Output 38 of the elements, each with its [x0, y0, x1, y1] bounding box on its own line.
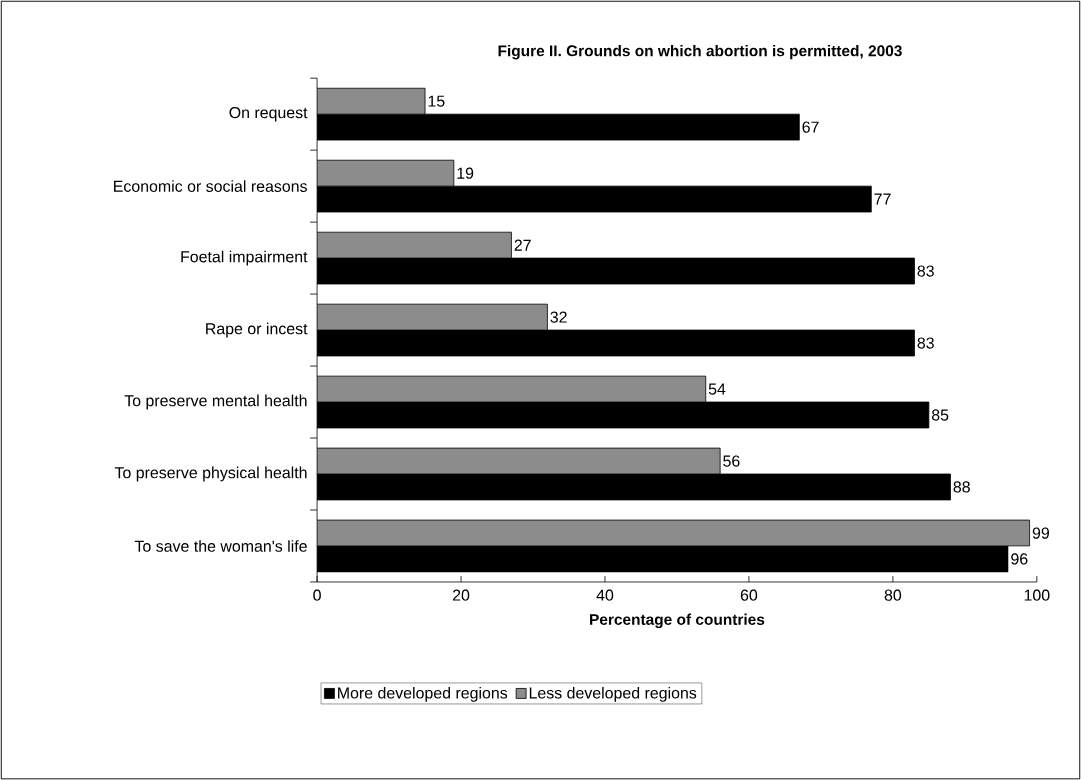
bar — [317, 231, 512, 259]
bar — [317, 519, 1031, 547]
chart-title: Figure II. Grounds on which abortion is permitted, 2003 — [498, 44, 902, 60]
data-label: 99 — [1032, 527, 1049, 539]
y-tick-label: Foetal impairment — [181, 250, 308, 266]
x-tick-label: 60 — [740, 589, 758, 601]
bar — [317, 375, 707, 403]
y-tick-label: To save the woman's life — [134, 540, 307, 552]
x-tick-label: 40 — [596, 589, 614, 601]
data-label: 15 — [428, 95, 445, 107]
y-tick-label: Economic or social reasons — [114, 180, 307, 192]
data-label: 32 — [550, 311, 567, 323]
x-tick-label: 100 — [1024, 589, 1050, 601]
bar — [317, 159, 455, 187]
bar — [317, 303, 548, 331]
data-label: 54 — [708, 383, 726, 395]
y-tick-label: To preserve mental health — [124, 394, 307, 410]
data-label: 56 — [723, 455, 740, 467]
legend-label: More developed regions — [338, 686, 508, 702]
bar — [317, 87, 426, 115]
data-label: 27 — [514, 239, 531, 251]
legend-label: Less developed regions — [529, 686, 697, 702]
x-axis-title: Percentage of countries — [590, 613, 765, 629]
x-tick-label: 20 — [452, 589, 470, 601]
data-label: 83 — [917, 265, 934, 277]
data-label: 96 — [1011, 553, 1028, 565]
bar — [317, 447, 721, 475]
data-label: 88 — [953, 481, 970, 493]
data-label: 83 — [917, 337, 934, 349]
data-label: 19 — [457, 167, 474, 179]
x-tick-label: 0 — [313, 589, 321, 601]
y-tick-label: On request — [229, 106, 308, 122]
data-label: 67 — [802, 121, 819, 133]
y-tick-label: To preserve physical health — [114, 466, 307, 482]
data-label: 77 — [874, 193, 891, 205]
x-tick-label: 80 — [884, 589, 902, 601]
y-tick-label: Rape or incest — [206, 322, 308, 338]
data-label: 85 — [931, 409, 949, 421]
